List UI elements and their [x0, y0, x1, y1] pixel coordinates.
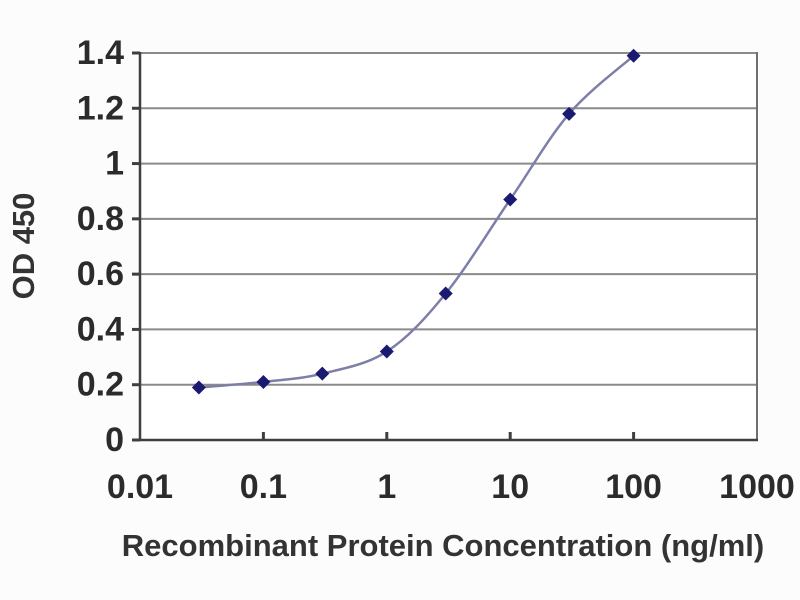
x-tick-label: 0.1	[240, 468, 287, 506]
x-tick-label: 10	[491, 468, 529, 506]
x-tick-label: 1000	[719, 468, 795, 506]
data-point-marker	[503, 192, 518, 207]
y-tick-label: 0.6	[77, 255, 124, 293]
data-point-marker	[379, 344, 394, 359]
gridlines-group	[140, 52, 757, 386]
data-point-marker	[256, 374, 271, 389]
x-axis-title: Recombinant Protein Concentration (ng/ml…	[122, 528, 764, 563]
y-tick-label: 0.8	[77, 200, 124, 238]
axes-group	[138, 52, 758, 442]
data-point-marker	[626, 48, 641, 63]
data-series-group	[191, 48, 641, 395]
curve-line	[198, 54, 635, 389]
x-tick-label: 100	[605, 468, 662, 506]
y-tick-label: 0.4	[77, 310, 124, 348]
x-tick-label: 1	[377, 468, 396, 506]
y-tick-label: 1.4	[77, 34, 124, 72]
y-tick-label: 0.2	[77, 366, 124, 404]
y-tick-label: 1	[105, 145, 124, 183]
data-point-marker	[562, 106, 577, 121]
data-point-marker	[191, 380, 206, 395]
x-tick-label: 0.01	[107, 468, 173, 506]
data-point-marker	[438, 286, 453, 301]
tick-labels-group: 0 0.2 0.4 0.6 0.8 1 1.2 1.4 0.01 0.1 1 10 100 1000	[77, 34, 795, 506]
tick-marks-group	[132, 51, 636, 442]
y-tick-label: 1.2	[77, 89, 124, 127]
y-tick-label: 0	[105, 421, 124, 459]
plot-area	[140, 53, 757, 440]
y-axis-title: OD 450	[6, 193, 41, 300]
data-point-marker	[315, 366, 330, 381]
